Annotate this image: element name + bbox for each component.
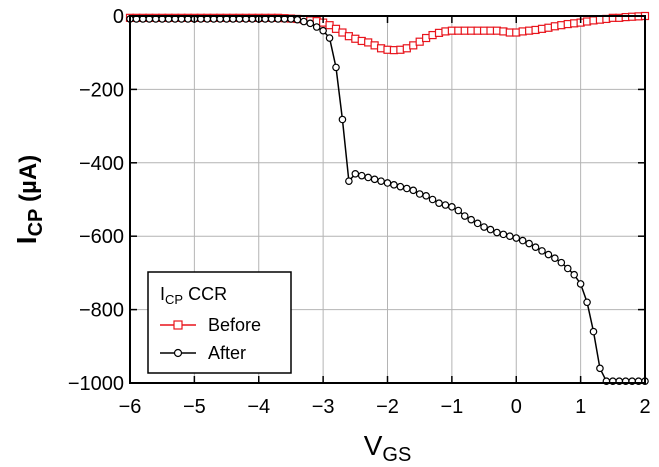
data-point-after: [435, 199, 443, 207]
legend-box: [147, 271, 292, 374]
data-point-after: [312, 23, 321, 31]
data-point-after: [563, 264, 572, 273]
y-axis-title-unit: (µA): [15, 155, 42, 209]
data-point-after: [319, 26, 327, 35]
data-point-after: [460, 212, 469, 220]
x-tick-label: −5: [183, 396, 206, 418]
legend-title: ICP CCR: [160, 284, 227, 307]
data-point-after: [486, 225, 495, 234]
legend-marker-after: [173, 348, 183, 358]
x-tick-label: 0: [511, 396, 522, 418]
data-point-after: [370, 175, 379, 184]
data-point-after: [570, 270, 578, 279]
x-axis-title: VGS: [364, 430, 412, 466]
y-tick-label: −800: [79, 300, 124, 322]
legend-entry-after: After: [160, 343, 246, 363]
x-tick-label: −3: [312, 396, 335, 418]
y-tick-label: 0: [113, 6, 124, 28]
x-tick-label: −1: [440, 396, 463, 418]
data-point-after: [332, 63, 340, 72]
data-point-after: [576, 280, 585, 288]
x-tick-label: −6: [119, 396, 142, 418]
data-point-after: [473, 219, 482, 228]
legend: ICP CCR Before After: [147, 271, 292, 374]
data-point-after: [454, 206, 463, 215]
data-point-after: [525, 239, 533, 248]
x-axis-title-sub: GS: [382, 444, 411, 466]
y-axis-title-sub: CP: [25, 209, 47, 237]
data-point-after: [293, 15, 302, 24]
series-layer: [125, 11, 650, 385]
data-point-after: [396, 182, 405, 191]
tick-labels: −6 −5 −4 −3 −2 −1 0 1 2 0 −200 −400 −600 −800 −1000: [68, 6, 651, 418]
data-point-after: [403, 184, 411, 193]
data-point-after: [377, 177, 385, 185]
data-point-after: [589, 327, 598, 336]
data-point-after: [441, 201, 450, 209]
data-point-after: [383, 179, 392, 187]
data-point-after: [583, 298, 591, 307]
data-point-after: [506, 232, 514, 241]
legend-title-rest: CCR: [183, 284, 227, 304]
legend-entry-before: Before: [160, 315, 261, 335]
legend-entries: Before After: [160, 315, 261, 363]
data-point-after: [357, 171, 366, 180]
x-tick-label: −2: [376, 396, 399, 418]
data-point-after: [544, 250, 553, 259]
data-point-after: [467, 215, 475, 224]
legend-label-before: Before: [208, 315, 261, 335]
data-point-after: [480, 223, 488, 231]
legend-label-after: After: [208, 343, 246, 363]
data-point-after: [390, 181, 398, 189]
data-point-after: [531, 243, 540, 252]
x-tick-label: 2: [639, 396, 650, 418]
data-point-after: [557, 258, 566, 267]
data-point-after: [512, 234, 521, 242]
x-tick-label: −4: [247, 396, 270, 418]
data-point-after: [422, 192, 430, 200]
data-point-after: [364, 173, 372, 182]
y-tick-label: −200: [79, 79, 124, 101]
series-after: [126, 15, 649, 385]
tick-marks: [129, 15, 646, 384]
data-point-after: [596, 364, 604, 373]
legend-marker-before: [173, 320, 183, 330]
data-point-after: [415, 190, 424, 198]
data-point-after: [300, 17, 308, 26]
data-point-after: [518, 236, 527, 245]
y-tick-label: −400: [79, 153, 124, 175]
y-axis-title-main: I: [11, 236, 42, 244]
y-axis-title: ICP (µA): [11, 155, 47, 244]
grid-lines: [129, 15, 646, 384]
data-point-after: [551, 254, 559, 263]
y-tick-label: −600: [79, 226, 124, 248]
data-point-after: [538, 247, 546, 255]
data-point-after: [325, 34, 334, 42]
data-point-after: [493, 228, 501, 237]
data-point-after: [428, 195, 437, 204]
legend-title-sub: CP: [165, 292, 183, 307]
legend-title-main: I: [160, 284, 165, 304]
data-point-after: [448, 203, 456, 211]
x-axis-title-main: V: [364, 430, 383, 461]
data-point-after: [338, 115, 347, 124]
data-point-after: [345, 177, 353, 185]
data-point-after: [409, 186, 418, 195]
data-point-after: [306, 19, 315, 28]
y-tick-label: −1000: [68, 373, 124, 395]
data-point-after: [499, 230, 508, 239]
x-tick-label: 1: [575, 396, 586, 418]
data-point-after: [351, 170, 360, 178]
